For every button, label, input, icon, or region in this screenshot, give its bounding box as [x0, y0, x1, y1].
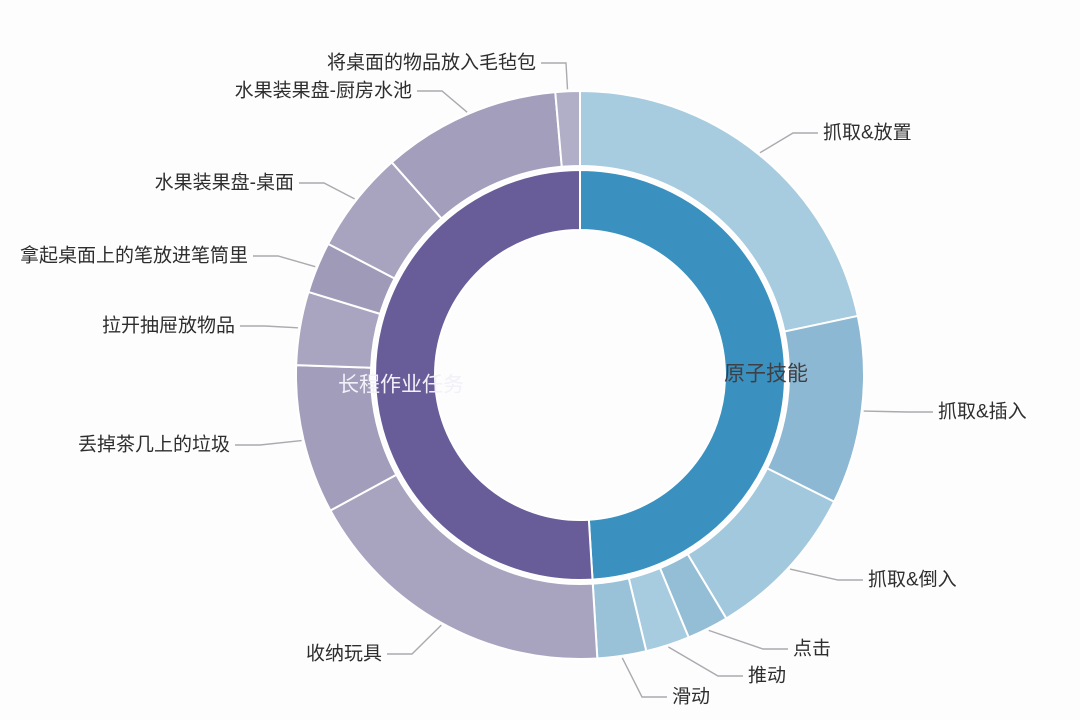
outer-segment-label-5: 滑动 [672, 686, 710, 708]
outer-segment-label-11: 水果装果盘-厨房水池 [235, 80, 412, 102]
label-leader-line-1 [863, 410, 933, 413]
label-leader-line-0 [759, 132, 818, 154]
label-leader-line-9 [253, 255, 316, 268]
inner-ring-label-0: 原子技能 [724, 363, 808, 386]
outer-segment-label-1: 抓取&插入 [938, 401, 1027, 423]
outer-segment-label-9: 拿起桌面上的笔放进笔筒里 [20, 244, 248, 267]
label-leader-line-12 [541, 62, 569, 90]
label-leader-line-7 [235, 439, 302, 446]
label-leader-line-5 [621, 657, 667, 698]
outer-ring-segment-12[interactable] [554, 90, 581, 168]
label-leader-line-11 [417, 90, 468, 113]
label-leader-line-3 [708, 629, 788, 650]
outer-segment-label-0: 抓取&放置 [823, 122, 912, 144]
outer-segment-label-8: 拉开抽屉放物品 [102, 315, 235, 337]
label-leader-line-4 [668, 646, 743, 677]
outer-segment-label-7: 丢掉茶几上的垃圾 [78, 434, 230, 456]
outer-segment-label-6: 收纳玩具 [306, 643, 382, 665]
label-leader-line-6 [387, 624, 442, 655]
outer-segment-label-4: 推动 [748, 665, 786, 687]
label-leader-line-2 [789, 568, 863, 581]
inner-ring-label-1: 长程作业任务 [338, 374, 464, 397]
label-leader-line-10 [299, 182, 355, 200]
outer-segment-label-12: 将桌面的物品放入毛毡包 [327, 52, 536, 74]
outer-segment-label-3: 点击 [793, 638, 831, 660]
inner-ring-segment-0[interactable] [579, 169, 787, 581]
label-leader-line-8 [240, 325, 298, 329]
inner-ring-segment-1[interactable] [374, 169, 594, 581]
outer-segment-label-10: 水果装果盘-桌面 [155, 172, 294, 194]
outer-segment-label-2: 抓取&倒入 [868, 569, 957, 591]
